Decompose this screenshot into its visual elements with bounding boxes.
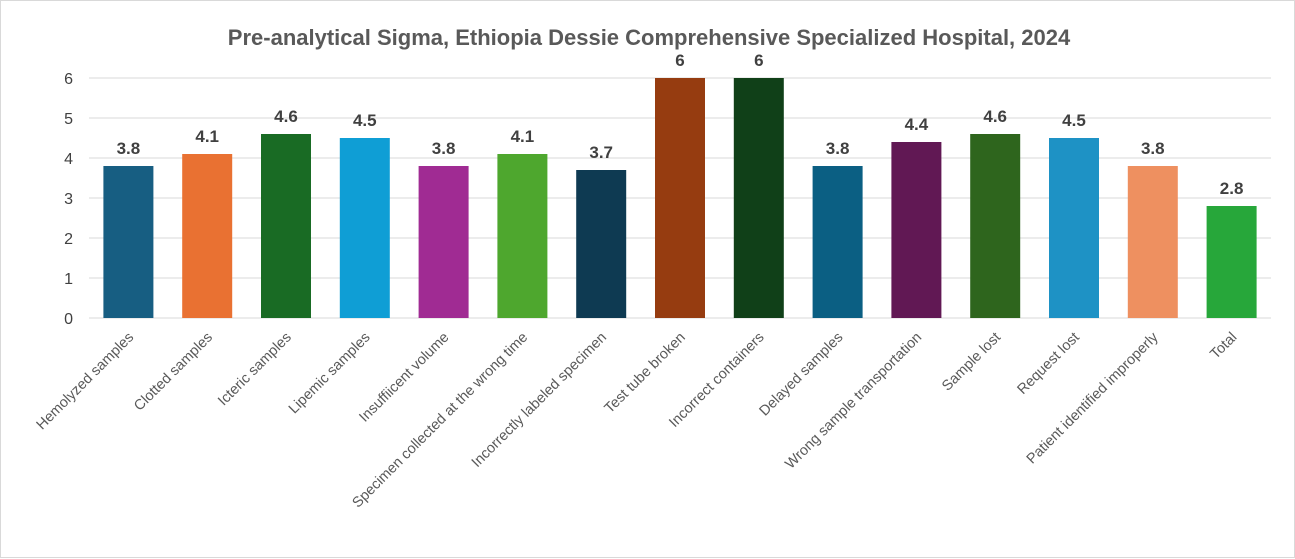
data-label: 3.7: [589, 143, 613, 162]
bar: [733, 78, 784, 318]
bar: [655, 78, 705, 318]
bar: [1049, 138, 1099, 318]
x-tick-label: Hemolyzed samples: [34, 330, 138, 434]
x-tick-label: Patient identified improperly: [1024, 329, 1162, 467]
x-tick-label: Test tube broken: [602, 330, 689, 417]
x-tick-label: Incorrectly labeled specimen: [469, 330, 610, 471]
y-tick-label: 6: [64, 71, 73, 88]
x-tick-label: Wrong sample transportation: [782, 330, 925, 473]
data-label: 4.1: [511, 127, 535, 146]
x-tick-label: Lipemic samples: [286, 330, 374, 418]
data-label: 6: [754, 51, 763, 70]
y-tick-label: 1: [64, 271, 73, 288]
y-tick-label: 4: [64, 151, 73, 168]
data-label: 2.8: [1220, 179, 1244, 198]
data-label: 4.5: [1062, 111, 1086, 130]
bar: [418, 166, 469, 318]
x-tick-label: Total: [1207, 330, 1240, 363]
data-label: 4.6: [983, 107, 1007, 126]
data-label: 3.8: [1141, 139, 1165, 158]
bar: [891, 142, 942, 318]
bar: [103, 166, 154, 318]
data-label: 3.8: [117, 139, 141, 158]
bar: [1127, 166, 1178, 318]
data-label: 4.4: [905, 115, 929, 134]
bar: [261, 134, 311, 318]
data-label: 4.6: [274, 107, 298, 126]
data-label: 6: [675, 51, 684, 70]
bar: [812, 166, 863, 318]
x-tick-label: Sample lost: [939, 330, 1004, 395]
data-label: 3.8: [826, 139, 850, 158]
y-tick-label: 3: [64, 191, 73, 208]
data-label: 3.8: [432, 139, 456, 158]
data-label: 4.1: [195, 127, 219, 146]
bar: [497, 154, 548, 318]
x-tick-label: Delayed samples: [756, 330, 846, 420]
x-tick-label: Specimen collected at the wrong time: [350, 330, 532, 512]
bar: [970, 134, 1021, 318]
data-label: 4.5: [353, 111, 377, 130]
bar: [182, 154, 233, 318]
chart-title: Pre-analytical Sigma, Ethiopia Dessie Co…: [228, 25, 1071, 50]
y-tick-label: 2: [64, 231, 73, 248]
x-tick-label: Icteric samples: [215, 330, 295, 410]
bar: [1206, 206, 1257, 318]
x-tick-label: Clotted samples: [131, 330, 216, 415]
y-tick-label: 0: [64, 311, 73, 328]
bar: [576, 170, 627, 318]
y-tick-label: 5: [64, 111, 73, 128]
bar: [339, 138, 390, 318]
x-tick-label: Request lost: [1015, 330, 1083, 398]
